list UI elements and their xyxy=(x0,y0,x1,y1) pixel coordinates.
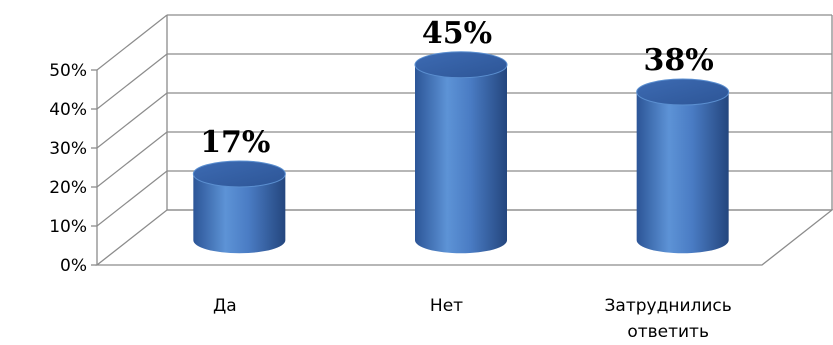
y-tick-label: 20% xyxy=(49,178,87,198)
y-axis-ticks: 0% 10% 20% 30% 40% 50% xyxy=(49,61,97,276)
y-tick-label: 10% xyxy=(49,217,87,237)
data-labels: 17% 45% 38% xyxy=(200,16,714,160)
x-axis-categories: Да Нет Затруднились ответить xyxy=(213,296,732,342)
category-label-line: Нет xyxy=(430,296,463,316)
y-tick-label: 40% xyxy=(49,100,87,120)
y-tick-label: 50% xyxy=(49,61,87,81)
category-label: Затруднились ответить xyxy=(605,296,732,342)
data-label: 38% xyxy=(644,43,714,78)
bar-body xyxy=(415,64,507,254)
bar-body xyxy=(636,92,729,254)
side-gridline xyxy=(96,170,168,227)
side-gridline xyxy=(96,131,168,188)
category-label-line: Затруднились xyxy=(605,296,732,316)
bar-top xyxy=(192,160,286,188)
y-tick-label: 0% xyxy=(60,256,87,276)
bar-cylinder xyxy=(192,160,286,254)
side-gridline xyxy=(96,53,168,110)
bar-top xyxy=(414,51,508,79)
side-gridline xyxy=(96,14,168,71)
bars xyxy=(192,51,730,254)
bar-top xyxy=(636,78,730,106)
data-label: 45% xyxy=(422,16,492,51)
data-label: 17% xyxy=(200,125,270,160)
category-label: Да xyxy=(213,296,237,316)
category-label: Нет xyxy=(430,296,463,316)
side-gridline xyxy=(96,92,168,149)
bar-body xyxy=(193,173,286,254)
bar-cylinder xyxy=(414,51,508,254)
bar-cylinder xyxy=(636,78,730,254)
category-label-line: Да xyxy=(213,296,237,316)
category-label-line: ответить xyxy=(627,322,709,342)
y-tick-label: 30% xyxy=(49,139,87,159)
